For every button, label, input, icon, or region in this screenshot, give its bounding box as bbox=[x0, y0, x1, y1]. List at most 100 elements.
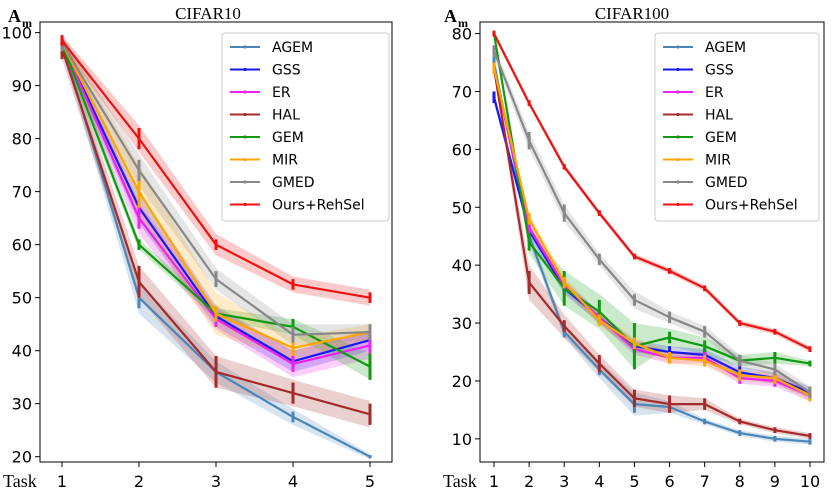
data-point-gem bbox=[667, 335, 672, 340]
series-line-hal bbox=[492, 68, 811, 437]
band-mir bbox=[62, 35, 370, 359]
data-point-gmed bbox=[773, 367, 777, 371]
data-point-er bbox=[137, 216, 141, 220]
data-point-gmed bbox=[368, 330, 372, 334]
data-point-hal bbox=[368, 412, 372, 416]
y-tick-label: 30 bbox=[452, 314, 472, 333]
chart-0: CIFAR10 A m Task 20 30 40 50 60 70 80 90 100 1 2 3 4 5 AGE… bbox=[1, 4, 393, 491]
data-point-hal bbox=[562, 324, 566, 328]
data-point-agem bbox=[808, 440, 812, 444]
y-tick-label: 40 bbox=[452, 256, 472, 275]
legend-marker-gss bbox=[676, 67, 680, 72]
legend-label-gem: GEM bbox=[272, 130, 304, 146]
x-tick-label: 3 bbox=[559, 472, 569, 491]
band-ours-rehsel bbox=[62, 35, 370, 306]
legend-marker-er bbox=[676, 90, 680, 94]
x-tick-label: 7 bbox=[700, 472, 710, 491]
band-hal bbox=[494, 62, 810, 439]
data-point-mir bbox=[214, 311, 218, 316]
legend-label-hal: HAL bbox=[705, 108, 733, 124]
data-point-ours-rehsel bbox=[808, 347, 812, 351]
chart-title: CIFAR10 bbox=[175, 4, 241, 23]
x-tick-label: 4 bbox=[594, 472, 604, 491]
data-point-ours-rehsel bbox=[492, 31, 496, 36]
legend-marker-mir bbox=[676, 157, 680, 162]
y-tick-label: 30 bbox=[12, 395, 32, 414]
x-tick-label: 5 bbox=[629, 472, 639, 491]
band-gem bbox=[494, 30, 810, 370]
x-tick-label: 10 bbox=[800, 472, 820, 491]
legend-label-agem: AGEM bbox=[705, 40, 746, 56]
data-point-mir bbox=[137, 190, 141, 194]
x-tick-label: 9 bbox=[770, 472, 780, 491]
legend-marker-gss bbox=[243, 67, 247, 72]
chart-title: CIFAR100 bbox=[595, 4, 669, 23]
legend-marker-gmed bbox=[243, 180, 247, 184]
data-point-hal bbox=[808, 434, 812, 438]
data-point-mir bbox=[773, 376, 777, 380]
data-point-gmed bbox=[291, 333, 295, 337]
data-point-gmed bbox=[137, 168, 141, 173]
y-tick-label: 100 bbox=[1, 24, 32, 43]
legend-marker-hal bbox=[243, 112, 247, 117]
data-point-ours-rehsel bbox=[667, 269, 672, 273]
y-tick-label: 10 bbox=[452, 430, 472, 449]
data-point-gmed bbox=[527, 139, 531, 143]
series-line-gem bbox=[492, 33, 811, 365]
data-point-ours-rehsel bbox=[773, 330, 777, 334]
y-tick-label: 80 bbox=[12, 130, 32, 149]
x-axis-label: Task bbox=[3, 471, 37, 491]
x-tick-label: 5 bbox=[365, 472, 375, 491]
legend-marker-agem bbox=[243, 45, 247, 49]
data-point-gmed bbox=[703, 330, 707, 334]
legend-label-gem: GEM bbox=[705, 130, 737, 146]
y-tick-label: 90 bbox=[12, 77, 32, 96]
data-point-mir bbox=[667, 356, 672, 360]
data-point-gmed bbox=[214, 277, 218, 281]
data-point-er bbox=[291, 362, 295, 366]
data-point-agem bbox=[703, 419, 707, 424]
y-axis-label-subscript: m bbox=[22, 16, 32, 30]
x-tick-label: 3 bbox=[211, 472, 221, 491]
data-point-hal bbox=[703, 402, 707, 406]
data-point-gem bbox=[703, 344, 707, 348]
data-point-mir bbox=[597, 318, 601, 322]
data-point-gem bbox=[527, 240, 531, 244]
data-point-hal bbox=[632, 396, 637, 400]
y-tick-label: 80 bbox=[452, 25, 472, 44]
data-point-gem bbox=[773, 356, 777, 360]
data-point-gmed bbox=[808, 390, 812, 395]
legend-label-ours-rehsel: Ours+RehSel bbox=[272, 198, 365, 214]
data-point-ours-rehsel bbox=[632, 254, 637, 259]
data-point-er bbox=[527, 225, 531, 230]
chart-1: CIFAR100 A m Task 10 20 30 40 50 60 70 80 1 2 3 4 5 6 7 8 9 1… bbox=[443, 4, 825, 491]
x-tick-label: 6 bbox=[664, 472, 674, 491]
data-point-hal bbox=[214, 370, 218, 374]
band-agem bbox=[494, 56, 810, 445]
data-point-mir bbox=[492, 66, 496, 70]
series-line-agem bbox=[492, 62, 811, 443]
legend-label-gmed: GMED bbox=[272, 175, 315, 191]
legend: AGEM GSS ER HAL GEM MIR GMED Ours+RehSel bbox=[654, 32, 820, 222]
data-point-hal bbox=[137, 280, 141, 284]
data-point-agem bbox=[291, 415, 295, 419]
data-point-gem bbox=[597, 309, 601, 314]
legend-marker-agem bbox=[676, 45, 680, 49]
x-tick-label: 2 bbox=[134, 472, 144, 491]
y-tick-label: 20 bbox=[12, 448, 32, 467]
data-point-hal bbox=[291, 391, 295, 395]
y-tick-label: 40 bbox=[12, 342, 32, 361]
data-point-gmed bbox=[562, 211, 566, 215]
data-point-hal bbox=[527, 280, 531, 285]
y-tick-label: 70 bbox=[452, 82, 472, 101]
legend-marker-ours-rehsel bbox=[676, 202, 680, 207]
legend-label-gss: GSS bbox=[705, 63, 734, 79]
x-tick-label: 1 bbox=[57, 472, 67, 491]
data-point-ours-rehsel bbox=[137, 137, 141, 141]
data-point-gmed bbox=[492, 49, 496, 53]
data-point-gmed bbox=[667, 315, 672, 319]
y-tick-label: 60 bbox=[452, 140, 472, 159]
plot-frame bbox=[479, 21, 825, 463]
legend-marker-gem bbox=[676, 135, 680, 139]
legend-marker-gmed bbox=[676, 180, 680, 184]
